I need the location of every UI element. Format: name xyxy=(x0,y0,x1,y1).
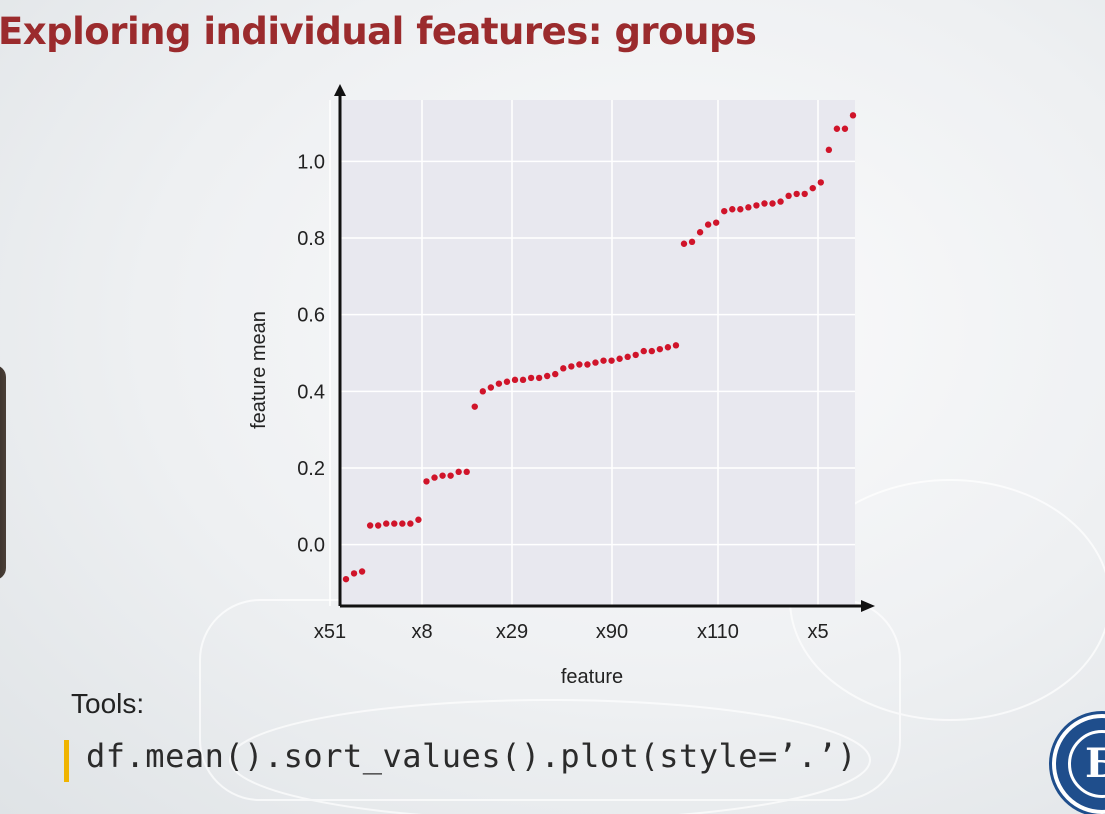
data-point xyxy=(374,522,382,529)
data-point xyxy=(777,198,784,205)
data-point xyxy=(576,361,583,368)
data-point xyxy=(495,380,503,387)
data-point xyxy=(841,125,849,132)
tools-label: Tools: xyxy=(71,688,145,719)
data-point xyxy=(439,472,446,479)
data-point xyxy=(672,342,680,349)
data-point xyxy=(431,474,438,481)
code-snippet: df.mean().sort_values().plot(style=’.’) xyxy=(86,737,857,775)
data-point xyxy=(535,374,543,382)
data-point xyxy=(688,238,696,246)
data-point xyxy=(753,202,760,209)
data-point xyxy=(648,347,656,355)
data-point xyxy=(785,192,792,200)
y-tick-label: 0.6 xyxy=(297,305,325,327)
data-point xyxy=(415,516,422,523)
data-point xyxy=(809,184,816,192)
data-point xyxy=(584,361,591,368)
data-point xyxy=(560,365,567,372)
logo-glyph: Б xyxy=(1068,730,1105,798)
data-point xyxy=(624,353,631,361)
x-axis-label: feature xyxy=(561,666,623,688)
data-point xyxy=(366,522,374,529)
data-point xyxy=(656,345,664,353)
x-tick-label: x8 xyxy=(411,621,432,643)
data-point xyxy=(729,206,736,213)
x-tick-label: x29 xyxy=(496,621,528,643)
data-point xyxy=(503,378,511,385)
y-tick-label: 1.0 xyxy=(297,151,325,173)
y-axis-label: feature mean xyxy=(248,311,270,429)
presenter-silhouette xyxy=(0,365,6,580)
y-axis-arrow xyxy=(334,84,346,96)
data-point xyxy=(527,374,535,382)
data-point xyxy=(704,221,712,228)
data-point xyxy=(640,347,647,355)
data-point xyxy=(592,359,599,366)
y-tick-label: 0.0 xyxy=(297,535,325,557)
data-point xyxy=(608,357,615,364)
data-point xyxy=(680,240,688,247)
data-point xyxy=(342,575,350,583)
x-axis-arrow xyxy=(861,600,875,612)
data-point xyxy=(664,344,672,351)
data-point xyxy=(600,357,607,364)
y-tick-label: 0.4 xyxy=(297,381,325,403)
data-point xyxy=(769,200,776,207)
data-point xyxy=(849,112,857,119)
data-point xyxy=(793,190,800,198)
data-point xyxy=(479,388,487,395)
data-point xyxy=(825,146,833,154)
y-tick-labels: 0.0 0.2 0.4 0.6 0.8 1.0 xyxy=(297,151,325,556)
data-point xyxy=(350,570,358,577)
x-tick-label: x5 xyxy=(807,621,828,643)
y-tick-label: 0.8 xyxy=(297,228,325,250)
data-point xyxy=(761,200,768,207)
data-point xyxy=(712,219,720,226)
data-point xyxy=(737,206,744,213)
data-point xyxy=(447,472,454,479)
data-point xyxy=(721,207,728,215)
x-tick-label: x110 xyxy=(697,621,739,643)
data-point xyxy=(511,376,519,384)
data-point xyxy=(383,520,390,527)
data-point xyxy=(455,468,462,476)
y-tick-label: 0.2 xyxy=(297,458,325,480)
x-tick-label: x90 xyxy=(596,621,628,643)
code-accent-bar xyxy=(64,740,69,782)
plot-area xyxy=(340,100,855,606)
data-point xyxy=(552,370,559,378)
data-point xyxy=(801,190,808,198)
data-point xyxy=(423,478,430,485)
data-point xyxy=(632,351,639,359)
data-point xyxy=(471,403,478,410)
data-point xyxy=(817,179,825,186)
data-points xyxy=(342,112,857,583)
axes xyxy=(334,84,875,612)
grid xyxy=(329,100,855,606)
data-point xyxy=(568,363,575,370)
data-point xyxy=(407,520,414,527)
data-point xyxy=(463,468,470,476)
data-point xyxy=(391,520,398,527)
data-point xyxy=(543,372,551,380)
x-tick-label: x51 xyxy=(314,621,346,643)
data-point xyxy=(616,355,623,362)
data-point xyxy=(745,204,752,211)
data-point xyxy=(358,568,366,575)
data-point xyxy=(696,229,704,236)
x-tick-labels: x51 x8 x29 x90 x110 x5 xyxy=(314,621,829,643)
data-point xyxy=(487,384,495,391)
slide-title: Exploring individual features: groups xyxy=(0,10,757,53)
data-point xyxy=(399,520,406,527)
data-point xyxy=(833,125,841,132)
data-point xyxy=(519,376,527,384)
